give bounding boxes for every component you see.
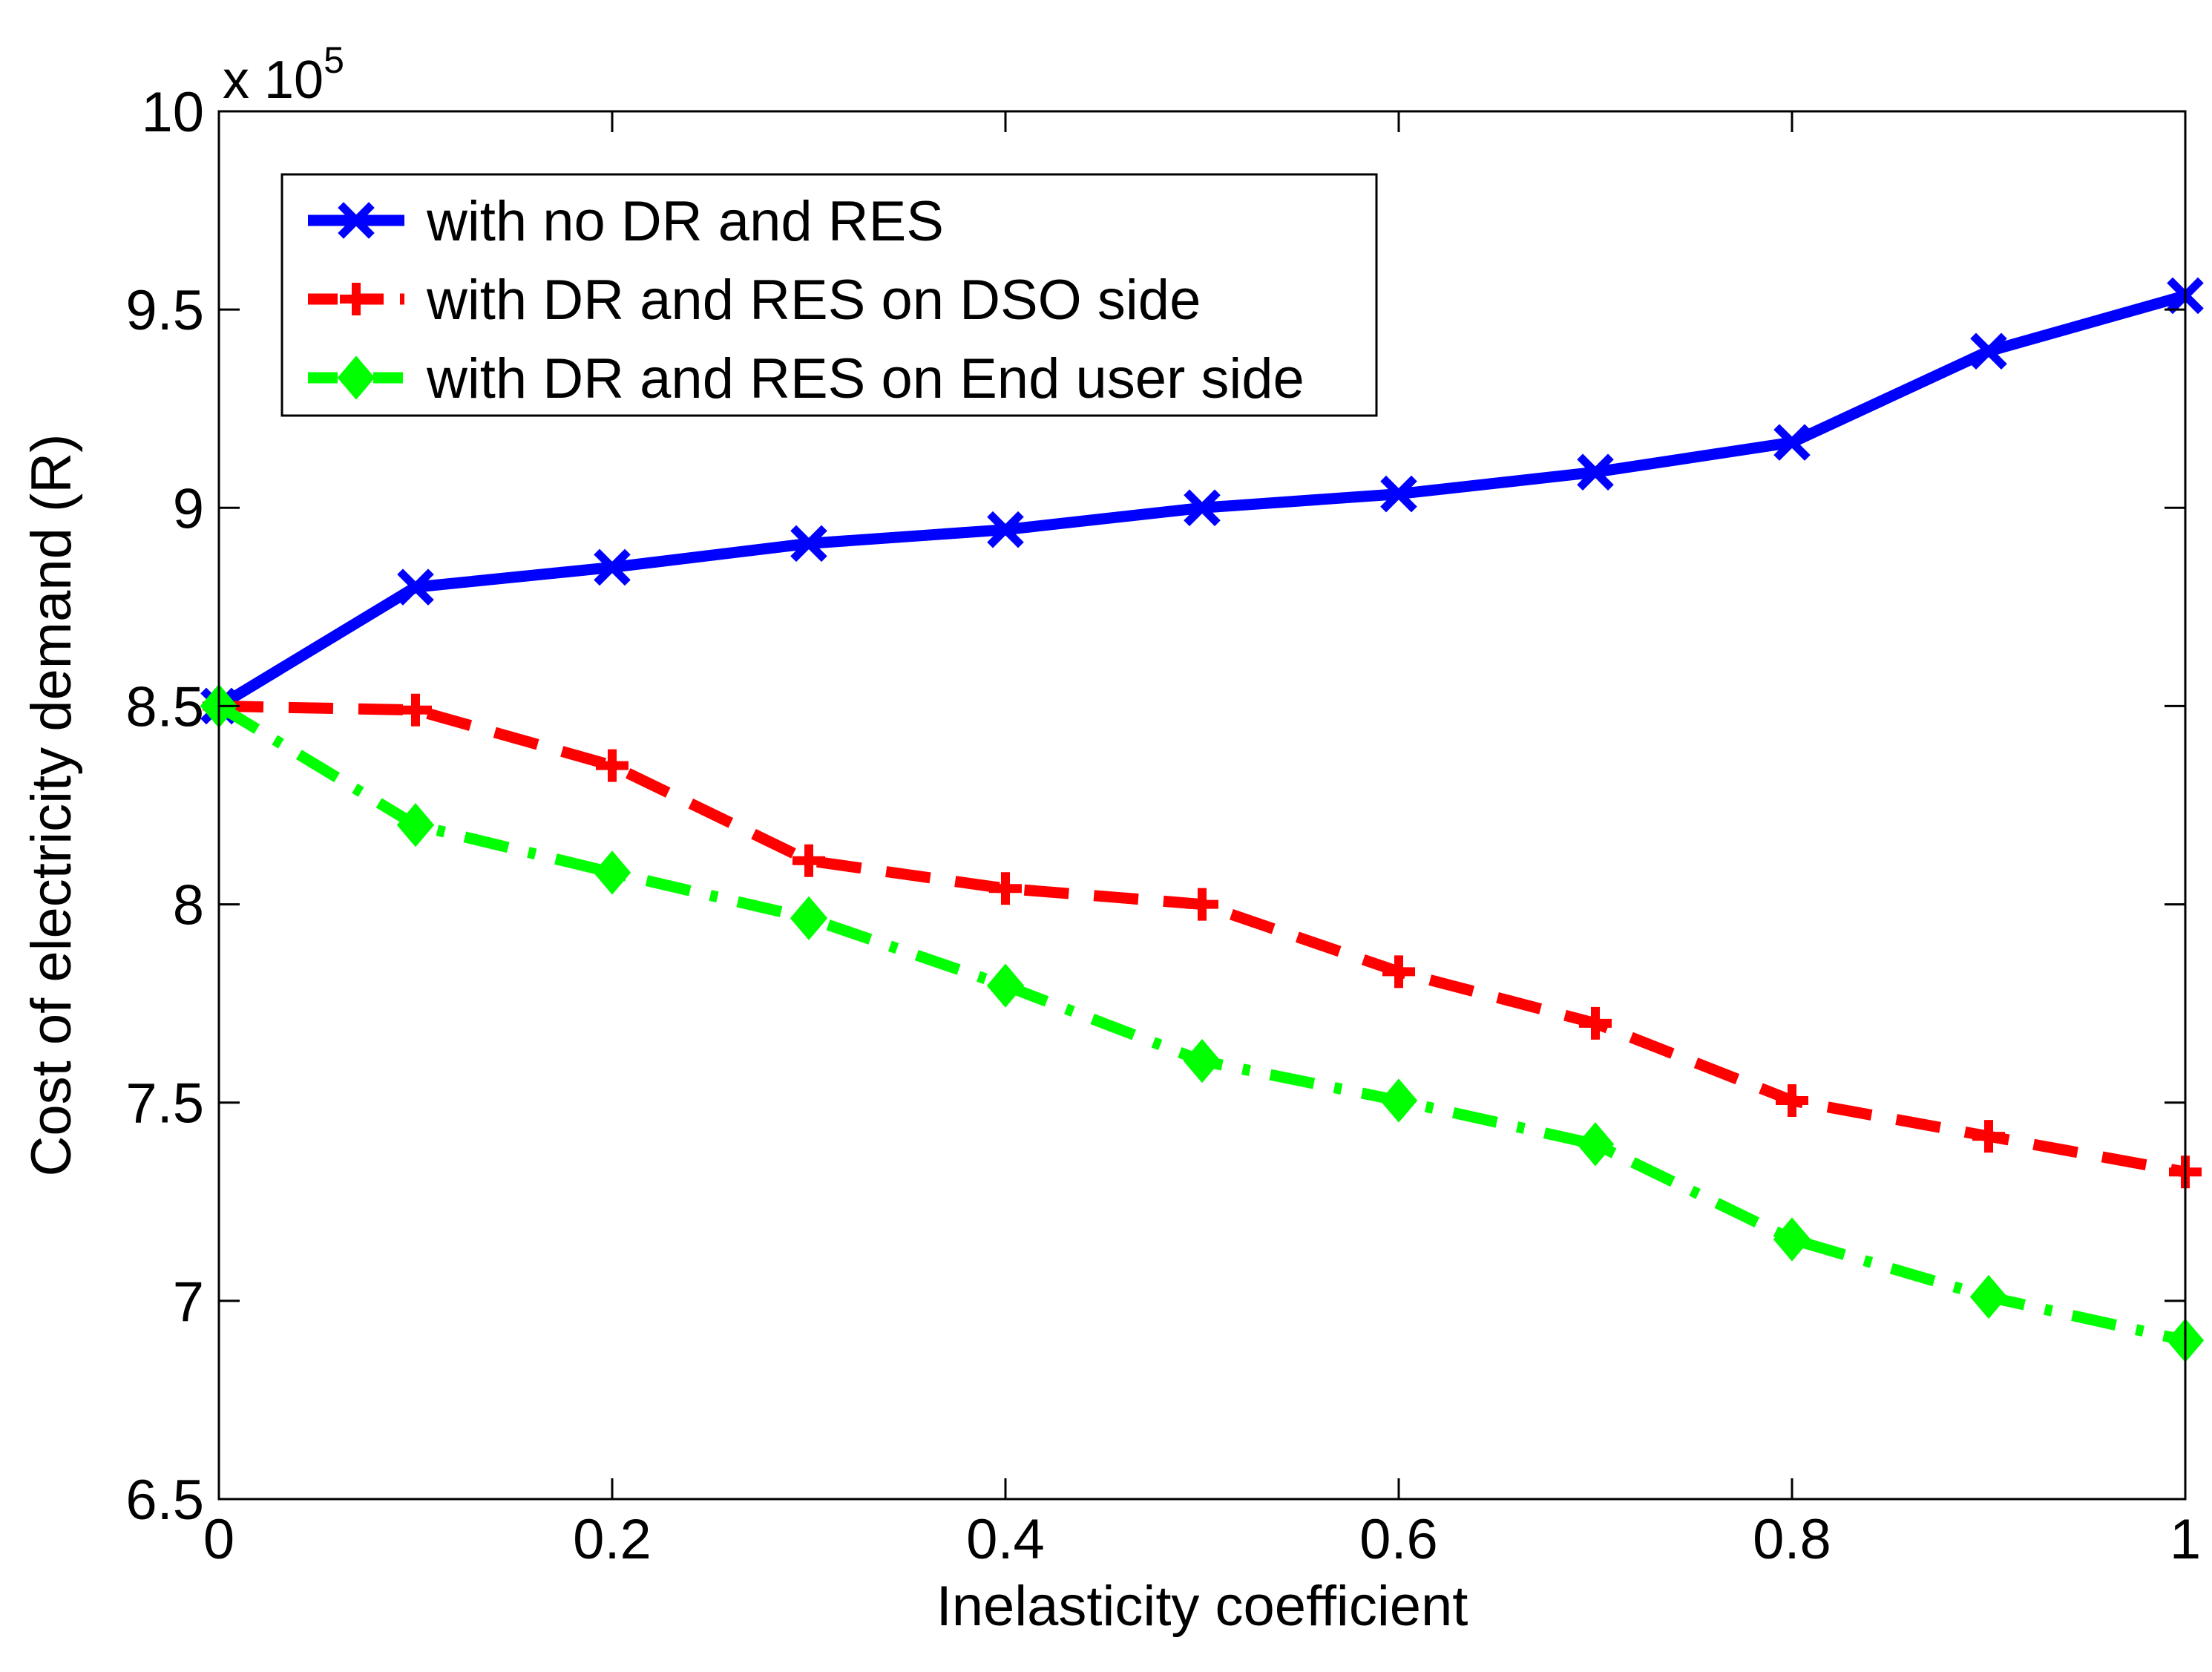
series-3-point: [790, 896, 828, 940]
series-3-point: [1183, 1038, 1221, 1083]
legend-entry-2: with DR and RES on DSO side: [308, 269, 1201, 332]
y-tick-label: 8.5: [125, 675, 204, 738]
legend-box: [280, 173, 1378, 417]
y-tick-label: 7: [173, 1271, 204, 1334]
plot-frame: [217, 110, 2187, 1501]
x-tick-label: 1: [2170, 1508, 2201, 1571]
x-tick-label: 0.4: [966, 1508, 1045, 1571]
series-2-point: [1382, 955, 1415, 989]
series-3-point: [986, 963, 1025, 1008]
series-1-point: [790, 525, 827, 563]
axis-exponent-label: x 105: [223, 39, 344, 110]
series-2-point: [596, 749, 629, 782]
series-2-point: [1972, 1120, 2005, 1153]
legend-entry-3: with DR and RES on End user side: [308, 347, 1304, 410]
y-axis-label: Cost of electricity demand (R): [20, 434, 83, 1177]
legend-label: with DR and RES on End user side: [426, 347, 1304, 410]
series-1-point: [1577, 453, 1614, 491]
series-2-point: [792, 844, 825, 877]
y-tick-label: 6.5: [125, 1469, 204, 1532]
series-2-point: [989, 872, 1022, 905]
series-1-point: [1970, 332, 2007, 370]
series-1-point: [1380, 475, 1417, 513]
x-tick-label: 0.6: [1359, 1508, 1438, 1571]
x-axis-label: Inelasticity coefficient: [936, 1575, 1468, 1638]
x-tick-label: 0: [203, 1508, 234, 1571]
y-tick-label: 8: [173, 874, 204, 937]
legend-label: with DR and RES on DSO side: [426, 269, 1201, 332]
series-1-point: [1184, 489, 1221, 527]
series-1-point: [397, 568, 434, 606]
legend-entry-1: with no DR and RES: [308, 190, 944, 253]
series-2-point: [1579, 1006, 1612, 1040]
exponent-base: x 10: [223, 50, 324, 110]
y-tick-label: 9.5: [125, 279, 204, 342]
y-tick-label: 7.5: [125, 1072, 204, 1135]
y-tick-label: 10: [141, 81, 204, 144]
series-2-point: [1776, 1084, 1808, 1118]
series-1-point: [1773, 424, 1811, 461]
legend-marker: [337, 355, 375, 400]
legend-marker: [340, 283, 373, 315]
series-3-point: [593, 850, 631, 895]
series-2-point: [399, 693, 432, 727]
series-3-point: [1379, 1078, 1418, 1123]
series-3-point: [1969, 1274, 2008, 1319]
series-3-point: [396, 803, 435, 848]
series-1-point: [987, 511, 1024, 548]
series-3-point: [1576, 1122, 1615, 1167]
legend-label: with no DR and RES: [426, 190, 944, 253]
x-tick-label: 0.8: [1753, 1508, 1831, 1571]
series-1-point: [594, 548, 631, 586]
y-tick-label: 9: [173, 477, 204, 540]
legend-marker: [338, 202, 375, 239]
series-2-point: [1186, 888, 1218, 921]
exponent-power: 5: [324, 39, 344, 81]
series-3-point: [1773, 1217, 1811, 1262]
x-tick-label: 0.2: [573, 1508, 652, 1571]
